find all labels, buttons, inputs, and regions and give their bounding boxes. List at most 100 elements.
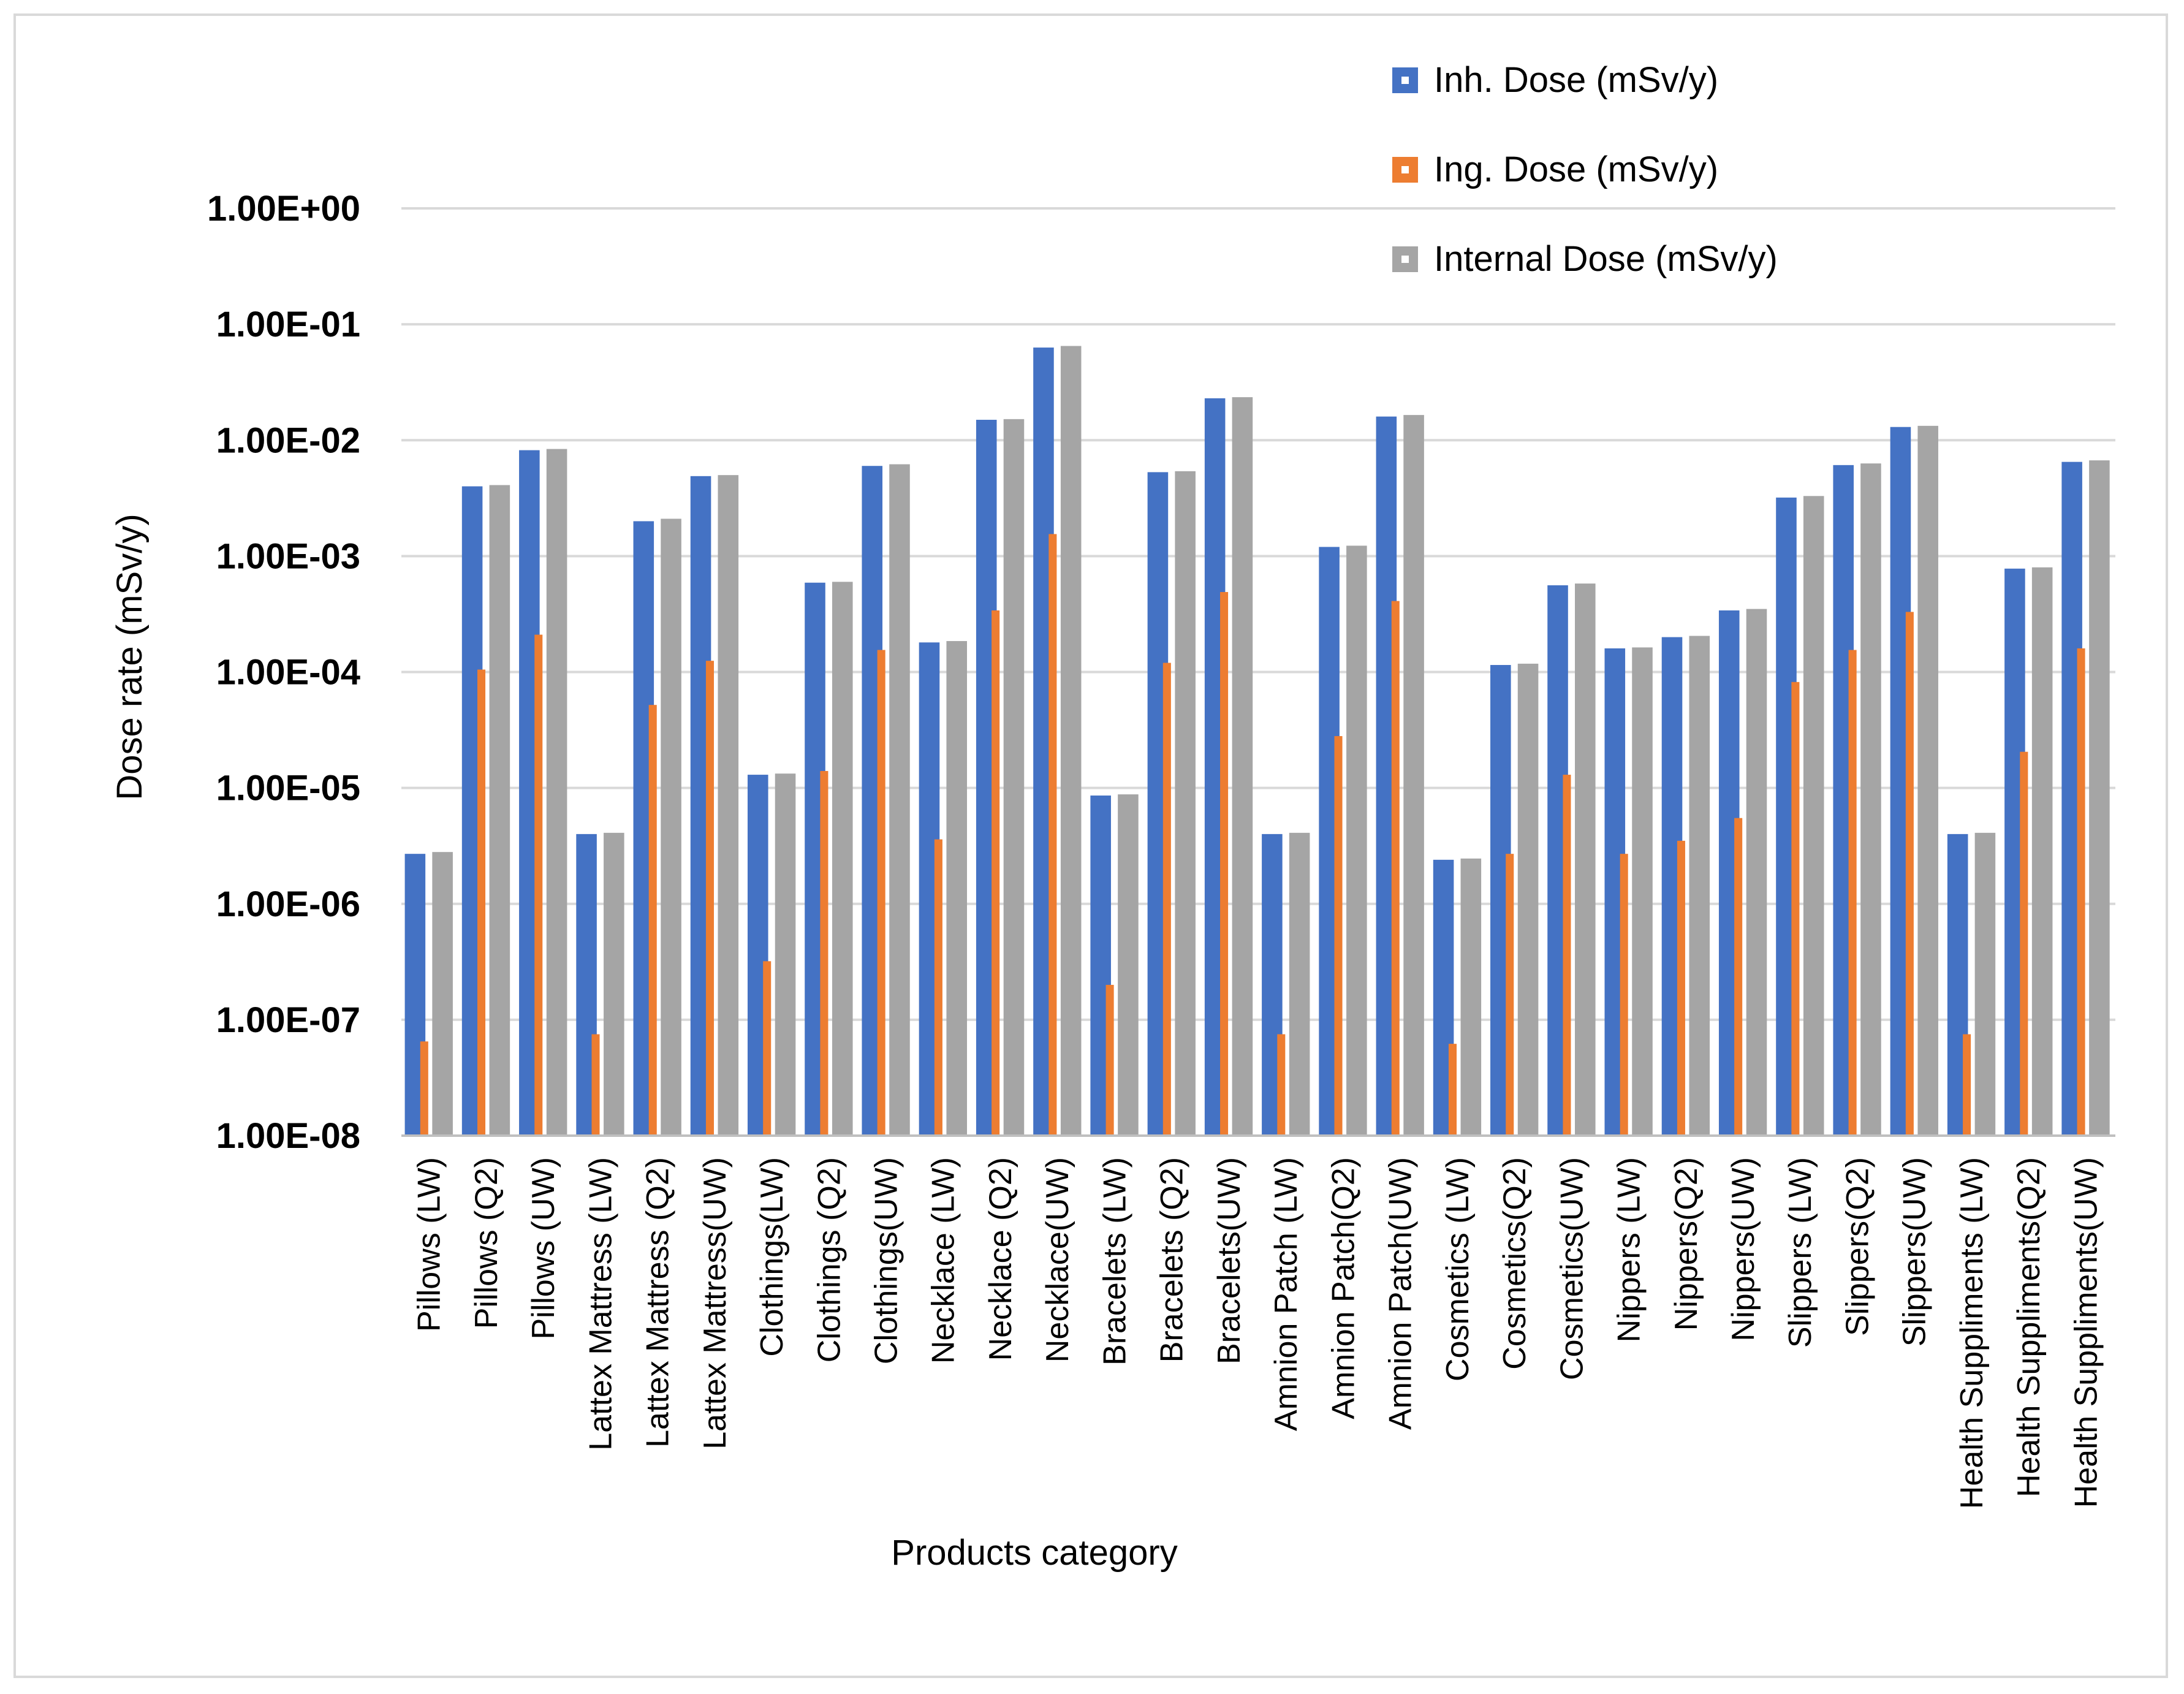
bar-ing: [534, 634, 543, 1136]
x-tick-label: Clothings(LW): [754, 1157, 790, 1357]
bar-ing: [934, 839, 942, 1136]
x-tick-label: Cosmetics(UW): [1554, 1157, 1590, 1380]
bar-ing: [1677, 840, 1685, 1136]
bar-internal: [2089, 460, 2110, 1136]
x-tick-label: Clothings(UW): [868, 1157, 904, 1364]
x-tick-label: Nippers(Q2): [1669, 1157, 1704, 1331]
x-tick-label: Nippers (LW): [1612, 1157, 1647, 1342]
bar-internal: [1803, 496, 1824, 1136]
bar-internal: [1232, 397, 1253, 1136]
bar-internal: [1689, 636, 1710, 1136]
x-tick-label: Lattex Mattress(UW): [697, 1157, 733, 1449]
gridlines: [401, 207, 2115, 1021]
bar-internal: [1403, 415, 1424, 1136]
bar-ing: [1048, 534, 1057, 1136]
bar-internal: [718, 475, 739, 1136]
x-tick-label: Necklace(UW): [1040, 1157, 1075, 1362]
bar-ing: [2077, 648, 2085, 1136]
bar-ing: [1848, 650, 1857, 1136]
bar-ing: [705, 661, 714, 1136]
bar-ing: [1791, 682, 1800, 1136]
bar-internal: [489, 485, 510, 1136]
bar-ing: [420, 1041, 428, 1136]
bar-internal: [775, 773, 796, 1136]
bar-ing: [1162, 663, 1171, 1136]
x-tick-label: Nippers(UW): [1726, 1157, 1761, 1341]
bar-ing: [1105, 984, 1114, 1136]
bar-ing: [477, 669, 486, 1136]
y-tick-label: 1.00E-03: [216, 536, 360, 576]
bar-internal: [832, 582, 853, 1136]
x-tick-label: Pillows (LW): [412, 1157, 447, 1332]
bar-internal: [661, 518, 681, 1136]
bar-ing: [992, 610, 1000, 1136]
x-tick-label: Slippers(UW): [1897, 1157, 1933, 1346]
bar-internal: [1003, 419, 1025, 1136]
x-tick-label: Slippers (LW): [1783, 1157, 1818, 1348]
y-tick-label: 1.00E-07: [216, 1000, 360, 1040]
x-tick-label: Pillows (Q2): [469, 1157, 504, 1329]
bar-ing: [1905, 612, 1914, 1136]
x-tick-label: Pillows (UW): [526, 1157, 561, 1340]
x-tick-label: Clothings (Q2): [811, 1157, 847, 1362]
bar-ing: [877, 650, 885, 1136]
x-tick-label: Amnion Patch(Q2): [1325, 1157, 1361, 1419]
y-tick-label: 1.00E-08: [216, 1116, 360, 1156]
legend-swatch-highlight: [1401, 256, 1409, 263]
bar-internal: [1118, 794, 1139, 1136]
bar-ing: [1391, 601, 1400, 1136]
legend-swatch-highlight: [1401, 77, 1409, 84]
legend-label: Inh. Dose (mSv/y): [1434, 60, 1718, 100]
x-tick-label: Amnion Patch(UW): [1383, 1157, 1419, 1430]
x-tick-label: Cosmetics(Q2): [1497, 1157, 1533, 1370]
y-tick-label: 1.00E+00: [207, 189, 360, 229]
bar-ing: [1563, 775, 1571, 1136]
bar-internal: [1632, 647, 1653, 1136]
bar-ing: [1963, 1034, 1971, 1136]
bar-internal: [1289, 832, 1310, 1136]
bar-internal: [546, 449, 567, 1136]
bar-ing: [1620, 854, 1628, 1136]
x-tick-label: Bracelets (LW): [1097, 1157, 1132, 1365]
bar-internal: [1517, 663, 1539, 1136]
bar-internal: [2031, 567, 2053, 1136]
bar-ing: [591, 1034, 600, 1136]
bar-internal: [1860, 463, 1881, 1136]
legend-label: Internal Dose (mSv/y): [1434, 239, 1778, 279]
bar-internal: [1346, 545, 1367, 1136]
bar-internal: [1974, 832, 1996, 1136]
x-tick-label: Necklace (LW): [926, 1157, 961, 1364]
bar-ing: [820, 770, 828, 1136]
x-tick-label: Cosmetics (LW): [1440, 1157, 1476, 1381]
legend-label: Ing. Dose (mSv/y): [1434, 150, 1718, 189]
bar-internal: [1746, 609, 1767, 1136]
bar-ing: [763, 961, 772, 1136]
bar-ing: [1448, 1044, 1457, 1136]
x-tick-label: Health Suppliments(UW): [2068, 1157, 2104, 1508]
x-tick-labels: Pillows (LW) Pillows (Q2) Pillows (UW) Latt…: [412, 1157, 2104, 1509]
bar-ing: [1277, 1034, 1286, 1136]
y-tick-labels: 1.00E-08 1.00E-07 1.00E-06 1.00E-05 1.00E-04…: [207, 189, 360, 1156]
x-tick-label: Health Suppliments(Q2): [2011, 1157, 2047, 1497]
legend-swatch-highlight: [1401, 166, 1409, 173]
y-axis-title: Dose rate (mSv/y): [110, 514, 150, 800]
x-tick-label: Lattex Mattress (LW): [583, 1157, 618, 1451]
y-tick-label: 1.00E-01: [216, 305, 360, 344]
x-tick-label: Bracelets (Q2): [1155, 1157, 1190, 1362]
bar-internal: [946, 640, 968, 1136]
bar-ing: [648, 705, 657, 1136]
bar-ing: [2020, 751, 2028, 1136]
y-tick-label: 1.00E-06: [216, 884, 360, 924]
bar-internal: [1575, 583, 1596, 1136]
bar-ing: [1334, 736, 1343, 1136]
y-tick-label: 1.00E-02: [216, 420, 360, 460]
x-tick-label: Lattex Mattress (Q2): [640, 1157, 676, 1448]
bar-internal: [1060, 346, 1082, 1136]
x-tick-label: Bracelets(UW): [1211, 1157, 1247, 1364]
bar-internal: [1175, 471, 1196, 1136]
bar-internal: [432, 852, 453, 1136]
legend: Inh. Dose (mSv/y) Ing. Dose (mSv/y) Intern…: [1392, 60, 1778, 279]
y-tick-label: 1.00E-04: [216, 653, 360, 693]
x-tick-label: Slippers(Q2): [1840, 1157, 1875, 1336]
x-tick-label: Health Suppliments (LW): [1954, 1157, 1990, 1509]
